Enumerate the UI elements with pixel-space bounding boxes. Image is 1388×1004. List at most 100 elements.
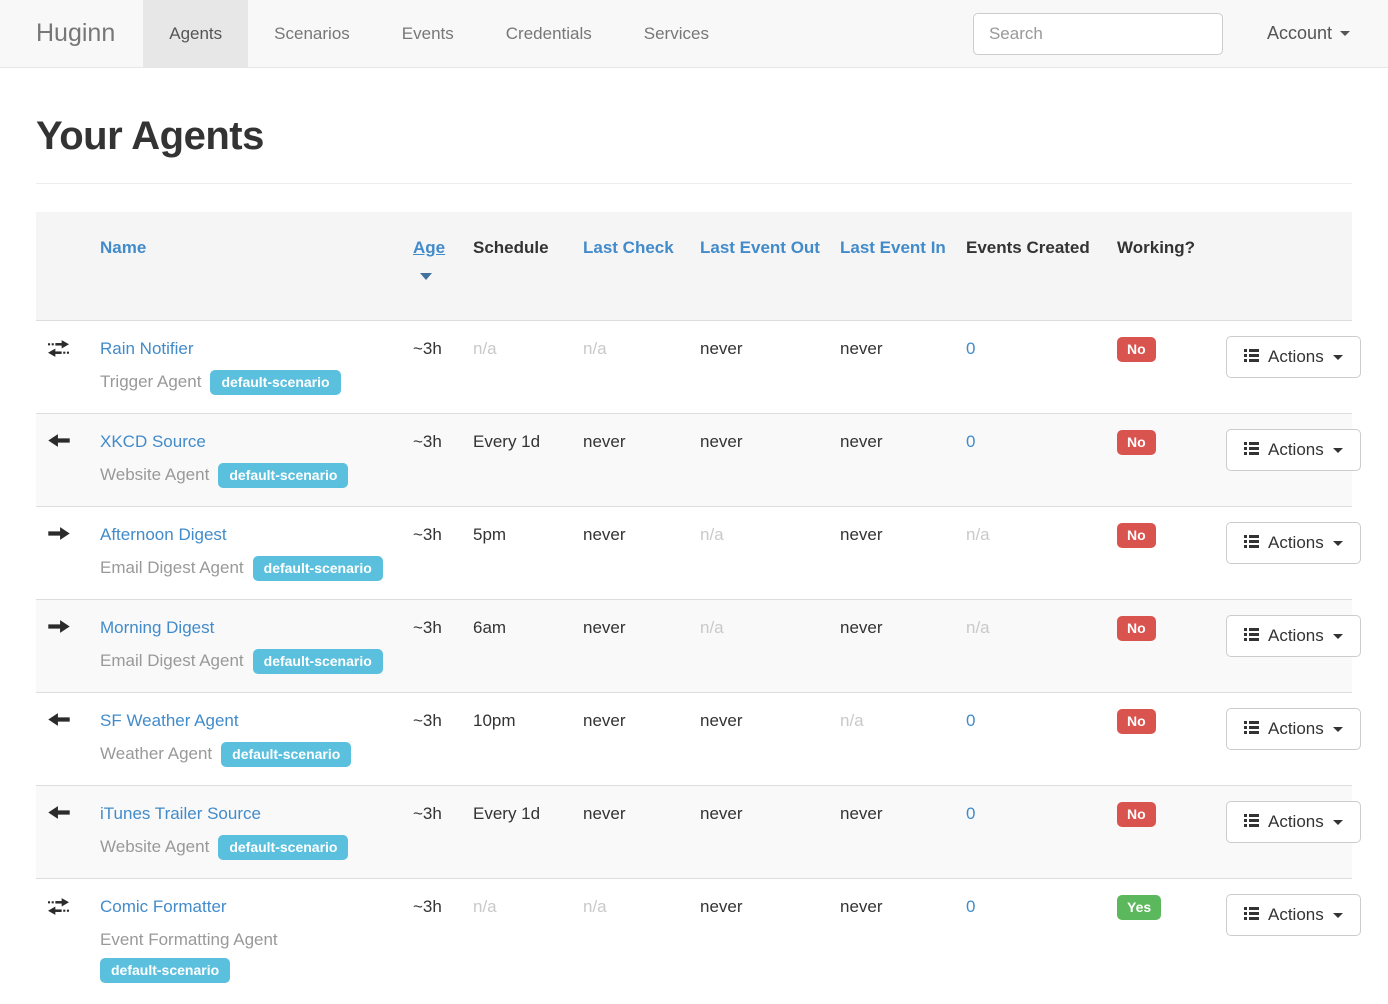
table-row: Comic Formatter Event Formatting Agent def… xyxy=(36,878,1361,1001)
agent-events-created[interactable]: 0 xyxy=(966,432,976,451)
chevron-down-icon xyxy=(1332,354,1343,360)
agent-type-label: Website Agent xyxy=(100,465,210,484)
page-title: Your Agents xyxy=(36,114,264,158)
agent-events-created[interactable]: 0 xyxy=(966,339,976,358)
agent-schedule-cell: Every 1d xyxy=(463,413,573,507)
agent-last-check: n/a xyxy=(583,897,607,916)
actions-button[interactable]: Actions xyxy=(1226,336,1361,378)
main-nav: Agents Scenarios Events Credentials Services xyxy=(143,0,735,67)
agent-last-check: n/a xyxy=(583,339,607,358)
actions-button[interactable]: Actions xyxy=(1226,708,1361,750)
agent-last-event-out: never xyxy=(700,711,743,730)
search-input[interactable] xyxy=(972,12,1223,55)
agent-direction-cell xyxy=(36,785,90,879)
table-row: XKCD Source Website Agent default-scenario… xyxy=(36,413,1361,507)
agent-last-check-cell: never xyxy=(573,413,690,507)
agent-age-cell: ~3h xyxy=(403,692,463,786)
agent-name-link[interactable]: SF Weather Agent xyxy=(100,711,239,730)
arrow-right-icon xyxy=(48,619,80,634)
table-row: Morning Digest Email Digest Agent default-… xyxy=(36,599,1361,693)
agent-events-created[interactable]: 0 xyxy=(966,897,976,916)
agent-name-link[interactable]: XKCD Source xyxy=(100,432,206,451)
scenario-badge[interactable]: default-scenario xyxy=(218,463,349,489)
column-header-label: Working? xyxy=(1117,238,1196,257)
working-status-badge: No xyxy=(1117,523,1156,548)
agent-age: ~3h xyxy=(413,618,442,637)
agent-events-created[interactable]: 0 xyxy=(966,711,976,730)
agent-schedule-cell: n/a xyxy=(463,320,573,414)
column-header-label[interactable]: Last Event Out xyxy=(700,238,820,257)
table-row: SF Weather Agent Weather Agent default-sce… xyxy=(36,692,1361,786)
scenario-badge[interactable]: default-scenario xyxy=(221,742,352,768)
brand-link[interactable]: Huginn xyxy=(36,19,116,47)
column-header-label[interactable]: Last Check xyxy=(583,238,674,257)
nav-item-events[interactable]: Events xyxy=(401,23,454,43)
nav-item-credentials[interactable]: Credentials xyxy=(505,23,592,43)
column-header-label[interactable]: Last Event In xyxy=(840,238,946,257)
agent-direction-cell xyxy=(36,506,90,600)
actions-button[interactable]: Actions xyxy=(1226,894,1361,936)
nav-item-services[interactable]: Services xyxy=(643,23,709,43)
agent-name-link[interactable]: Morning Digest xyxy=(100,618,215,637)
agent-age-cell: ~3h xyxy=(403,878,463,1001)
column-header-label[interactable]: Age xyxy=(413,238,446,257)
chevron-down-icon xyxy=(1340,31,1350,36)
agent-last-event-out-cell: never xyxy=(690,692,830,786)
navbar-right: Account xyxy=(972,0,1388,67)
agent-events-created-cell: n/a xyxy=(956,599,1107,693)
actions-button[interactable]: Actions xyxy=(1226,522,1361,564)
agent-subtitle: Email Digest Agent default-scenario xyxy=(100,553,393,583)
actions-button-label: Actions xyxy=(1268,905,1324,924)
scenario-badge[interactable]: default-scenario xyxy=(100,958,231,984)
agent-working-cell: No xyxy=(1107,506,1216,600)
scenario-badge[interactable]: default-scenario xyxy=(218,835,349,861)
agent-schedule: n/a xyxy=(473,897,497,916)
agent-direction-cell xyxy=(36,413,90,507)
table-row: iTunes Trailer Source Website Agent defaul… xyxy=(36,785,1361,879)
nav-item-agents[interactable]: Agents xyxy=(143,0,249,67)
nav-item-scenarios[interactable]: Scenarios xyxy=(274,23,350,43)
scenario-badge[interactable]: default-scenario xyxy=(252,556,383,582)
column-header-working-: Working? xyxy=(1107,212,1216,321)
agent-name-cell: Rain Notifier Trigger Agent default-scenar… xyxy=(90,320,403,414)
agent-events-created-cell: n/a xyxy=(956,506,1107,600)
actions-button[interactable]: Actions xyxy=(1226,429,1361,471)
agent-last-event-out-cell: never xyxy=(690,413,830,507)
scenario-badge[interactable]: default-scenario xyxy=(210,370,341,396)
agent-name-link[interactable]: Comic Formatter xyxy=(100,897,227,916)
agent-age-cell: ~3h xyxy=(403,320,463,414)
actions-button[interactable]: Actions xyxy=(1226,801,1361,843)
agent-subtitle: Email Digest Agent default-scenario xyxy=(100,646,393,676)
chevron-down-icon xyxy=(1332,540,1343,546)
agent-schedule-cell: 10pm xyxy=(463,692,573,786)
agent-events-created[interactable]: 0 xyxy=(966,804,976,823)
agent-direction-cell xyxy=(36,692,90,786)
agent-name-link[interactable]: Afternoon Digest xyxy=(100,525,227,544)
agent-last-event-out: never xyxy=(700,432,743,451)
account-menu[interactable]: Account xyxy=(1267,23,1350,44)
actions-button[interactable]: Actions xyxy=(1226,615,1361,657)
agent-name-link[interactable]: iTunes Trailer Source xyxy=(100,804,261,823)
arrow-left-icon xyxy=(48,433,80,448)
agent-type-label: Website Agent xyxy=(100,837,210,856)
list-icon xyxy=(1244,626,1259,646)
agent-last-check: never xyxy=(583,432,626,451)
agent-name-link[interactable]: Rain Notifier xyxy=(100,339,194,358)
agent-direction-cell xyxy=(36,599,90,693)
top-navbar: Huginn Agents Scenarios Events Credentials S… xyxy=(0,0,1388,68)
agent-age: ~3h xyxy=(413,804,442,823)
agent-schedule: 5pm xyxy=(473,525,507,544)
agent-last-event-out: n/a xyxy=(700,525,724,544)
chevron-down-icon xyxy=(1332,633,1343,639)
agent-schedule-cell: 5pm xyxy=(463,506,573,600)
agent-last-check-cell: never xyxy=(573,692,690,786)
chevron-down-icon xyxy=(1332,912,1343,918)
agent-subtitle: Weather Agent default-scenario xyxy=(100,739,393,769)
exchange-icon xyxy=(48,898,80,915)
agent-last-event-out: n/a xyxy=(700,618,724,637)
agent-actions-cell: Actions xyxy=(1216,320,1361,414)
column-header-label[interactable]: Name xyxy=(100,238,147,257)
scenario-badge[interactable]: default-scenario xyxy=(252,649,383,675)
page-container: Your Agents Name Age Schedule Last Check Las… xyxy=(36,114,1361,1001)
title-divider xyxy=(36,183,1352,184)
